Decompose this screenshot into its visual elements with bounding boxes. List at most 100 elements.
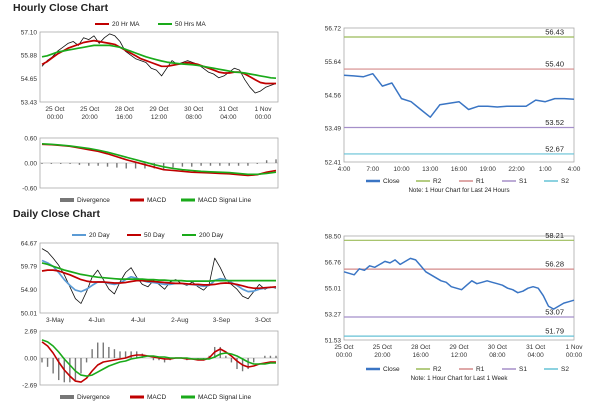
hourly-pivot-legend-4-label: S2 bbox=[561, 178, 569, 185]
daily-macd-legend-divergence-swatch bbox=[60, 395, 74, 399]
daily-pivot-x-tick-6: 1 Nov 00:00 bbox=[566, 344, 584, 359]
hourly-pivot-x-tick-4: 16:00 bbox=[451, 166, 468, 173]
daily-price-x-tick-3: 2-Aug bbox=[171, 317, 189, 324]
hourly-price-series-0 bbox=[41, 39, 276, 85]
hourly-pivot-close-line bbox=[343, 72, 575, 118]
hourly-price-y-tick-0: 57.10 bbox=[21, 29, 38, 36]
hourly-pivot-legend-0-label: Close bbox=[383, 178, 400, 185]
hourly-pivot-level-label-r1: 55.40 bbox=[545, 60, 564, 69]
daily-pivot-y-tick-2: 55.01 bbox=[325, 285, 342, 292]
daily-pivot-y-tick-4: 51.53 bbox=[325, 337, 342, 344]
hourly-pivot-y-tick-2: 54.56 bbox=[325, 92, 342, 99]
hourly-pivot-level-label-s2: 52.67 bbox=[545, 144, 564, 153]
hourly-price-y-tick-3: 53.43 bbox=[21, 99, 38, 106]
hourly-pivot-x-tick-8: 4:00 bbox=[568, 166, 581, 173]
hourly-macd-y-tick-0: 0.60 bbox=[24, 135, 37, 142]
daily-pivot-legend-0-label: Close bbox=[383, 366, 400, 373]
hourly-pivot-level-label-r2: 56.43 bbox=[545, 28, 564, 37]
hourly-macd-legend-divergence-label: Divergence bbox=[77, 197, 110, 204]
hourly-pivot-y-tick-4: 52.41 bbox=[325, 159, 342, 166]
hourly-macd-signal-line bbox=[41, 143, 277, 176]
hourly-price-x-tick-6: 1 Nov 00:00 bbox=[255, 106, 273, 121]
hourly-price-frame bbox=[39, 31, 279, 103]
hourly-pivot-x-tick-2: 10:00 bbox=[393, 166, 410, 173]
hourly-macd-y-tick-1: 0.00 bbox=[24, 160, 37, 167]
hourly-pivot-x-tick-7: 1:00 bbox=[539, 166, 552, 173]
hourly-pivot-x-tick-5: 19:00 bbox=[480, 166, 497, 173]
daily-pivot-close-line bbox=[343, 257, 575, 310]
daily-macd-legend-signal-label: MACD Signal Line bbox=[198, 394, 251, 401]
daily-pivot-legend-4-label: S2 bbox=[561, 366, 569, 373]
daily-macd-legend-divergence-label: Divergence bbox=[77, 394, 110, 401]
daily-pivot-level-label-r1: 56.28 bbox=[545, 260, 564, 269]
hourly-pivot-x-tick-3: 13:00 bbox=[422, 166, 439, 173]
hourly-price-x-tick-3: 29 Oct 12:00 bbox=[149, 106, 168, 121]
hourly-pivot-legend-2-label: R1 bbox=[476, 178, 485, 185]
daily-pivot-y-tick-3: 53.27 bbox=[325, 311, 342, 318]
hourly-price-x-tick-2: 28 Oct 16:00 bbox=[115, 106, 134, 121]
daily-pivot-level-label-s2: 51.79 bbox=[545, 327, 564, 336]
daily-price-x-tick-0: 3-May bbox=[46, 317, 65, 324]
daily-pivot-x-tick-5: 31 Oct 04:00 bbox=[526, 344, 545, 359]
hourly-pivot-x-tick-0: 4:00 bbox=[338, 166, 351, 173]
daily-macd-legend-macd-label: MACD bbox=[147, 394, 166, 401]
hourly-macd-legend-macd-label: MACD bbox=[147, 197, 166, 204]
daily-pivot-x-tick-4: 30 Oct 08:00 bbox=[488, 344, 507, 359]
daily-pivot-legend-2-label: R1 bbox=[476, 366, 485, 373]
hourly-macd-legend-signal-label: MACD Signal Line bbox=[198, 197, 251, 204]
hourly-price-y-tick-2: 54.65 bbox=[21, 76, 38, 83]
daily-pivot-x-tick-2: 28 Oct 16:00 bbox=[411, 344, 430, 359]
daily-pivot-legend-1-label: R2 bbox=[433, 366, 442, 373]
daily-macd-signal-line bbox=[41, 339, 276, 377]
daily-price-x-tick-1: 4-Jun bbox=[88, 317, 105, 324]
daily-price-x-tick-5: 3-Oct bbox=[255, 317, 271, 324]
hourly-pivot-y-tick-1: 55.64 bbox=[325, 59, 342, 66]
daily-price-legend-2-label: 200 Day bbox=[199, 232, 224, 239]
hourly-price-x-tick-4: 30 Oct 08:00 bbox=[184, 106, 203, 121]
daily-macd-macd-line bbox=[41, 341, 276, 383]
daily-pivot-x-tick-0: 25 Oct 00:00 bbox=[334, 344, 353, 359]
hourly-macd-y-tick-2: -0.60 bbox=[22, 185, 37, 192]
hourly-pivot-level-label-s1: 53.52 bbox=[545, 118, 564, 127]
daily-macd-y-tick-2: -2.69 bbox=[22, 382, 37, 389]
daily-macd-y-tick-1: 0.00 bbox=[24, 355, 37, 362]
daily-price-y-tick-0: 64.67 bbox=[21, 240, 38, 247]
daily-price-legend-1-label: 50 Day bbox=[144, 232, 165, 239]
daily-pivot-y-tick-0: 58.50 bbox=[325, 233, 342, 240]
hourly-price-x-tick-1: 25 Oct 20:00 bbox=[80, 106, 99, 121]
hourly-pivot-legend-1-label: R2 bbox=[433, 178, 442, 185]
daily-price-x-tick-2: 4-Jul bbox=[131, 317, 146, 324]
daily-price-series-1 bbox=[41, 269, 277, 290]
daily-pivot-y-tick-1: 56.76 bbox=[325, 259, 342, 266]
daily-close-chart-title: Daily Close Chart bbox=[13, 208, 100, 220]
daily-pivot-note: Note: 1 Hour Chart for Last 1 Week bbox=[411, 375, 509, 382]
hourly-macd-legend-divergence-swatch bbox=[60, 198, 74, 202]
hourly-price-series-1 bbox=[41, 44, 277, 80]
daily-price-series-0 bbox=[41, 259, 276, 293]
daily-price-series-2 bbox=[41, 262, 276, 282]
daily-price-y-tick-1: 59.79 bbox=[21, 264, 38, 271]
daily-price-price-line bbox=[41, 248, 277, 304]
daily-pivot-level-label-s1: 53.07 bbox=[545, 308, 564, 317]
hourly-pivot-frame bbox=[343, 27, 575, 163]
hourly-pivot-y-tick-3: 53.49 bbox=[325, 126, 342, 133]
hourly-pivot-note: Note: 1 Hour Chart for Last 24 Hours bbox=[408, 187, 509, 194]
daily-price-x-tick-4: 3-Sep bbox=[213, 317, 231, 324]
daily-pivot-level-label-r2: 58.21 bbox=[545, 231, 564, 240]
hourly-price-x-tick-0: 25 Oct 00:00 bbox=[45, 106, 64, 121]
hourly-pivot-x-tick-1: 7:00 bbox=[366, 166, 379, 173]
hourly-price-x-tick-5: 31 Oct 04:00 bbox=[219, 106, 238, 121]
hourly-pivot-y-tick-0: 56.72 bbox=[325, 25, 342, 32]
daily-price-y-tick-3: 50.01 bbox=[21, 310, 38, 317]
hourly-pivot-legend-3-label: S1 bbox=[519, 178, 527, 185]
hourly-price-price-line bbox=[41, 33, 277, 94]
daily-pivot-legend-3-label: S1 bbox=[519, 366, 527, 373]
hourly-pivot-x-tick-6: 22:00 bbox=[508, 166, 525, 173]
daily-price-legend-0-label: 20 Day bbox=[89, 232, 110, 239]
daily-price-y-tick-2: 54.90 bbox=[21, 287, 38, 294]
hourly-close-chart-title: Hourly Close Chart bbox=[13, 2, 109, 14]
daily-price-frame bbox=[39, 242, 279, 314]
hourly-macd-macd-line bbox=[41, 143, 277, 177]
daily-pivot-frame bbox=[343, 235, 575, 341]
